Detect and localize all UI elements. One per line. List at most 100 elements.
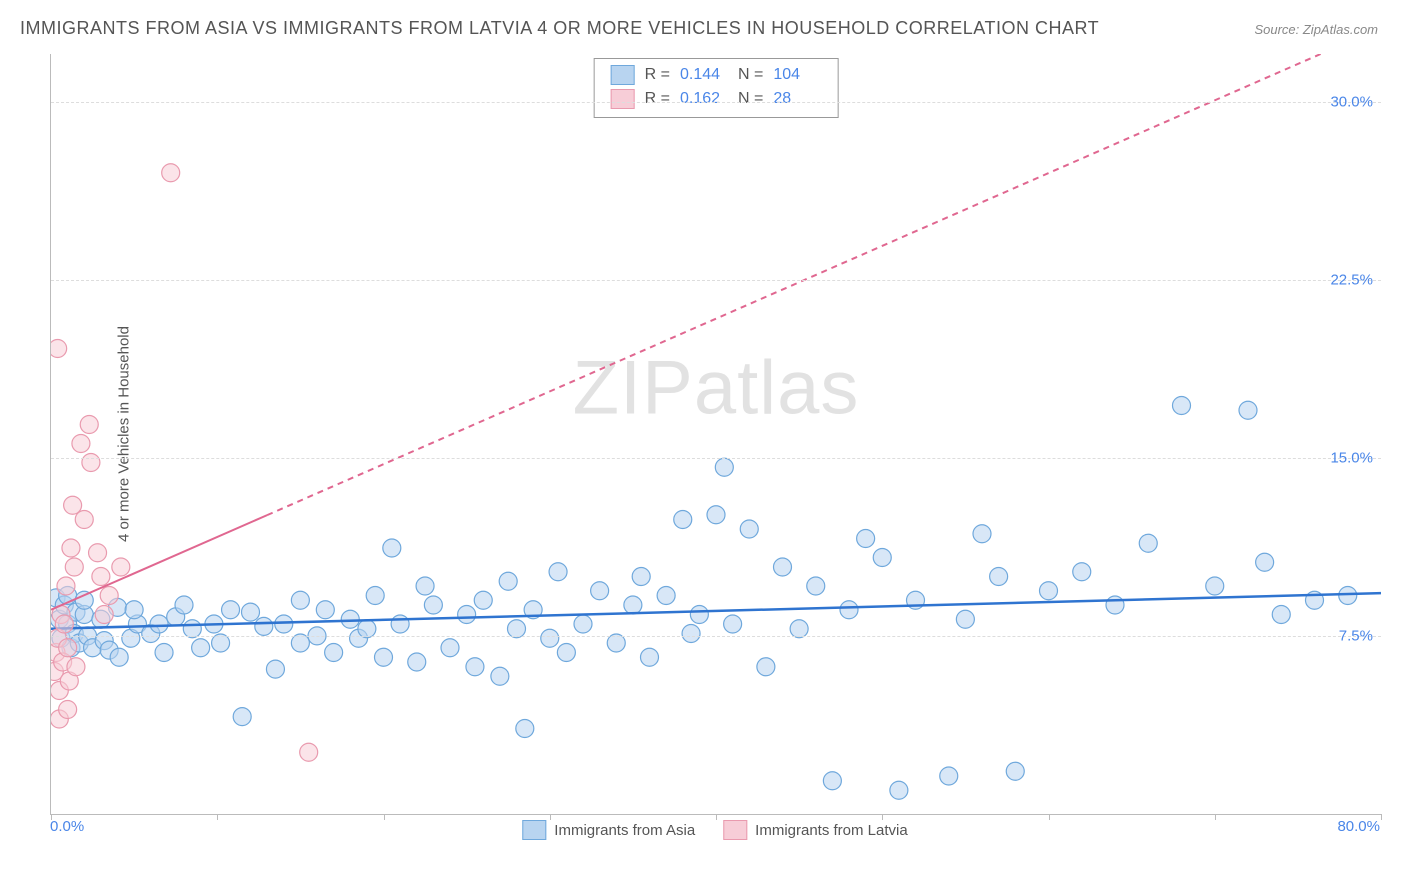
data-point <box>416 577 434 595</box>
plot-area: ZIPatlas R = 0.144 N = 104 R = 0.162 N =… <box>50 54 1381 815</box>
data-point <box>59 639 77 657</box>
legend-item-latvia: Immigrants from Latvia <box>723 820 908 840</box>
data-point <box>774 558 792 576</box>
data-point <box>840 601 858 619</box>
data-point <box>541 629 559 647</box>
stat-r-latvia: 0.162 <box>680 87 728 111</box>
data-point <box>82 454 100 472</box>
data-point <box>112 558 130 576</box>
data-point <box>192 639 210 657</box>
data-point <box>657 587 675 605</box>
data-point <box>300 743 318 761</box>
data-point <box>95 606 113 624</box>
stats-row-asia: R = 0.144 N = 104 <box>611 63 822 87</box>
stats-legend-box: R = 0.144 N = 104 R = 0.162 N = 28 <box>594 58 839 118</box>
data-point <box>690 606 708 624</box>
data-point <box>641 648 659 666</box>
x-label-max: 80.0% <box>1337 818 1380 835</box>
data-point <box>757 658 775 676</box>
trend-line <box>51 515 267 610</box>
data-point <box>72 435 90 453</box>
data-point <box>458 606 476 624</box>
stats-row-latvia: R = 0.162 N = 28 <box>611 87 822 111</box>
data-point <box>1073 563 1091 581</box>
data-point <box>67 658 85 676</box>
data-point <box>940 767 958 785</box>
data-point <box>491 667 509 685</box>
data-point <box>65 558 83 576</box>
data-point <box>624 596 642 614</box>
data-point <box>1339 587 1357 605</box>
data-point <box>110 648 128 666</box>
stat-r-label-2: R = <box>645 87 670 111</box>
data-point <box>724 615 742 633</box>
chart-title: IMMIGRANTS FROM ASIA VS IMMIGRANTS FROM … <box>20 18 1099 39</box>
data-point <box>424 596 442 614</box>
data-point <box>80 416 98 434</box>
data-point <box>956 610 974 628</box>
gridline <box>51 458 1381 459</box>
y-tick-label: 30.0% <box>1313 93 1373 110</box>
data-point <box>375 648 393 666</box>
data-point <box>715 458 733 476</box>
data-point <box>740 520 758 538</box>
stat-r-label: R = <box>645 63 670 87</box>
y-tick-label: 22.5% <box>1313 271 1373 288</box>
data-point <box>75 591 93 609</box>
data-point <box>499 572 517 590</box>
data-point <box>383 539 401 557</box>
data-point <box>55 615 73 633</box>
data-point <box>266 660 284 678</box>
scatter-svg <box>51 54 1381 814</box>
stat-n-label: N = <box>738 63 763 87</box>
data-point <box>707 506 725 524</box>
data-point <box>682 625 700 643</box>
data-point <box>1106 596 1124 614</box>
data-point <box>557 644 575 662</box>
data-point <box>242 603 260 621</box>
stat-n-label-2: N = <box>738 87 763 111</box>
data-point <box>574 615 592 633</box>
data-point <box>325 644 343 662</box>
data-point <box>162 164 180 182</box>
data-point <box>591 582 609 600</box>
data-point <box>291 591 309 609</box>
x-tick <box>1381 814 1382 820</box>
data-point <box>316 601 334 619</box>
data-point <box>408 653 426 671</box>
x-label-min: 0.0% <box>50 818 84 835</box>
data-point <box>823 772 841 790</box>
data-point <box>89 544 107 562</box>
data-point <box>474 591 492 609</box>
data-point <box>973 525 991 543</box>
legend-label-latvia: Immigrants from Latvia <box>755 822 908 839</box>
data-point <box>632 568 650 586</box>
data-point <box>175 596 193 614</box>
data-point <box>92 568 110 586</box>
gridline <box>51 636 1381 637</box>
data-point <box>391 615 409 633</box>
data-point <box>441 639 459 657</box>
swatch-latvia <box>611 89 635 109</box>
data-point <box>1040 582 1058 600</box>
swatch-asia <box>611 65 635 85</box>
data-point <box>51 340 67 358</box>
stat-n-latvia: 28 <box>773 87 821 111</box>
data-point <box>857 530 875 548</box>
stat-r-asia: 0.144 <box>680 63 728 87</box>
data-point <box>549 563 567 581</box>
data-point <box>155 644 173 662</box>
legend-label-asia: Immigrants from Asia <box>554 822 695 839</box>
stat-n-asia: 104 <box>773 63 821 87</box>
data-point <box>62 539 80 557</box>
data-point <box>233 708 251 726</box>
data-point <box>1139 534 1157 552</box>
data-point <box>57 577 75 595</box>
data-point <box>125 601 143 619</box>
y-tick-label: 15.0% <box>1313 449 1373 466</box>
data-point <box>890 781 908 799</box>
data-point <box>222 601 240 619</box>
data-point <box>1239 401 1257 419</box>
data-point <box>255 617 273 635</box>
data-point <box>1006 762 1024 780</box>
